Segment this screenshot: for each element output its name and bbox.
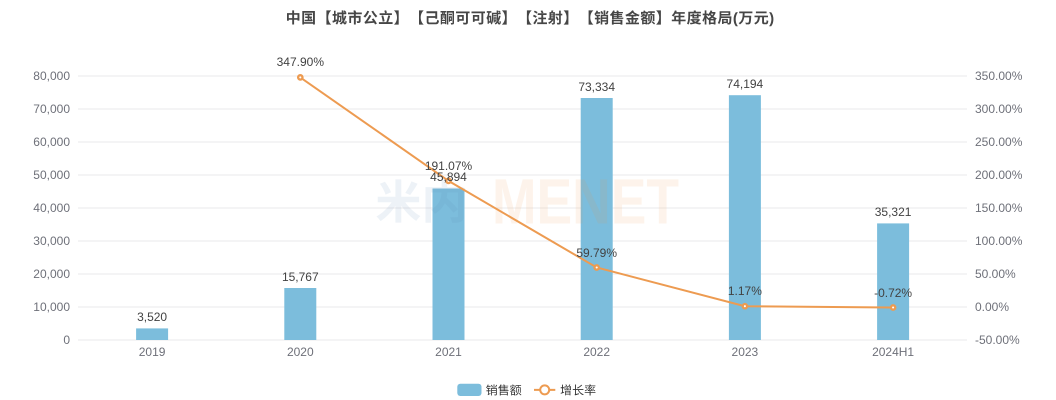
svg-text:MENET: MENET <box>492 166 679 238</box>
